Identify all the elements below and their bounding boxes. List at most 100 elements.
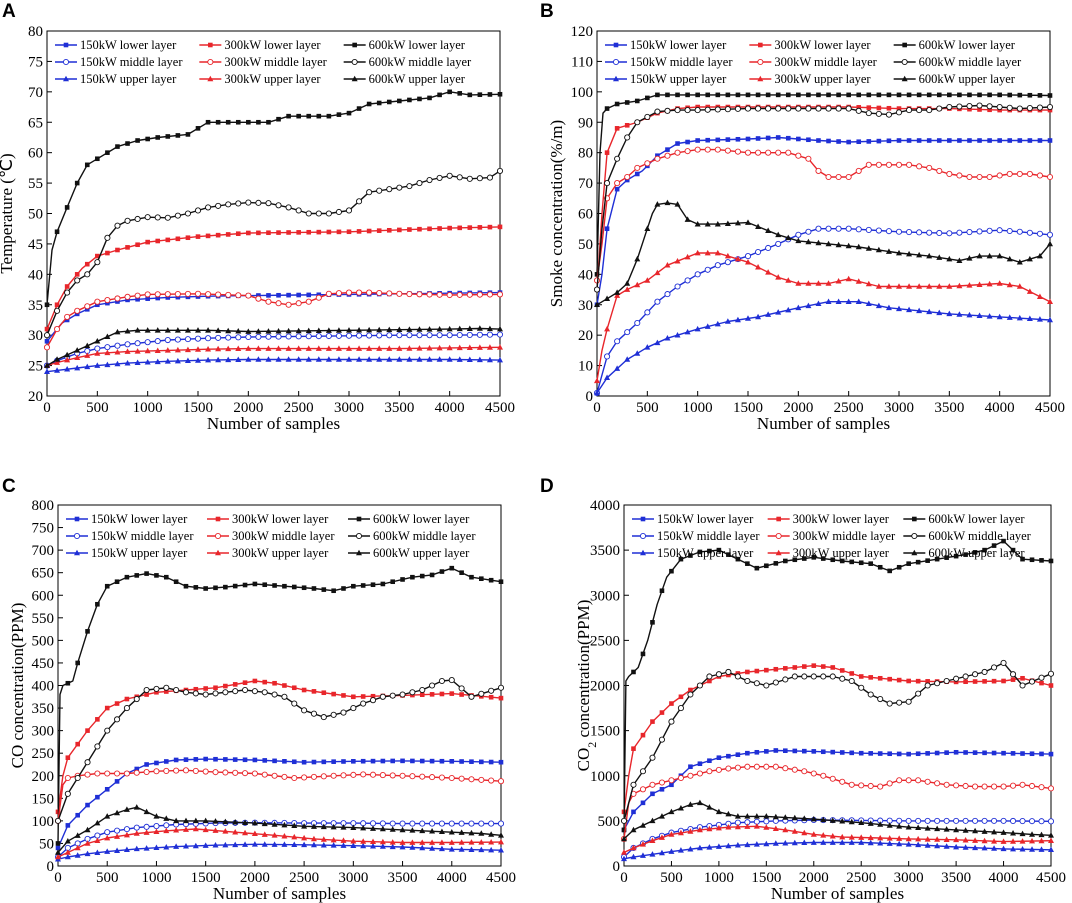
chart-a-series-300kw-middle-layer-point [165, 292, 170, 297]
chart-a-series-300kw-lower-layer-point [196, 234, 201, 239]
chart-c-y-tick-label: 600 [32, 588, 55, 604]
chart-b-series-300kw-upper-layer-point [594, 378, 600, 384]
chart-b-series-600kw-lower-layer-point [967, 93, 972, 98]
chart-b-series-300kw-lower-layer-point [625, 123, 630, 128]
chart-b-series-150kw-middle-layer-point [927, 230, 932, 235]
chart-b-series-600kw-middle-layer-point [755, 106, 760, 111]
chart-c-series-300kw-middle-layer-point [272, 773, 277, 778]
chart-b-series-300kw-middle-layer-point [796, 153, 801, 158]
chart-b-series-150kw-middle-layer-point [947, 231, 952, 236]
chart-b-series-600kw-lower-layer-point [816, 93, 821, 98]
chart-b-series-600kw-middle-layer-point [816, 106, 821, 111]
chart-d-series-300kw-lower-layer-point [641, 733, 646, 738]
chart-b-series-300kw-middle-layer-point [705, 147, 710, 152]
chart-d-series-300kw-lower-layer-point [811, 663, 816, 668]
chart-d-x-axis-title: Number of samples [771, 884, 904, 903]
chart-b-series-300kw-middle-layer-point [615, 180, 620, 185]
chart-c-series-600kw-middle-layer-point [272, 692, 277, 697]
chart-b-series-600kw-middle-layer-point [967, 103, 972, 108]
chart-d-y-tick-label: 4000 [590, 498, 620, 514]
chart-a-legend: 150kW lower layer 300kW lower layer 600kW … [55, 38, 472, 86]
chart-b-series-600kw-middle-layer-point [796, 106, 801, 111]
legend-label: 300kW middle layer [232, 529, 335, 543]
chart-a-series-600kw-lower-layer-point [457, 91, 462, 96]
chart-b-series-150kw-lower-layer-point [726, 137, 731, 142]
chart-b-y-tick-label: 110 [571, 54, 593, 70]
chart-d-series-600kw-middle-layer-point [840, 676, 845, 681]
chart-a-series-300kw-lower-layer-point [327, 230, 332, 235]
chart-d-series-300kw-middle-layer-point [925, 779, 930, 784]
chart-b-series-300kw-middle-layer-point [906, 162, 911, 167]
chart-b-series-150kw-upper-layer [594, 299, 1053, 396]
chart-a-series-300kw-middle-layer-point [276, 301, 281, 306]
chart-a-series-300kw-lower-layer-point [357, 229, 362, 234]
chart-c-series-150kw-lower-layer-point [351, 759, 356, 764]
chart-d-series-600kw-lower-layer-point [887, 569, 892, 574]
legend-label: 300kW upper layer [232, 546, 329, 560]
chart-a-series-300kw-lower-layer [45, 225, 503, 332]
chart-c-series-600kw-lower-layer-point [154, 573, 159, 578]
chart-d-series-300kw-lower-layer-point [745, 670, 750, 675]
chart-a-series-600kw-lower-layer-point [125, 141, 130, 146]
chart-b-series-150kw-middle-layer-point [1037, 231, 1042, 236]
panel-a: A 0 500 1000 1500 2000 2500 3000 3500 4000 450020… [0, 1, 515, 433]
chart-a-y-tick-label: 40 [28, 267, 43, 283]
chart-a-series-300kw-lower-layer-point [125, 245, 130, 250]
chart-a-series-600kw-middle-layer-point [236, 201, 241, 206]
chart-a-series-600kw-lower-layer-point [166, 134, 171, 139]
chart-c-series-150kw-lower-layer-point [469, 759, 474, 764]
chart-b-series-600kw-middle-layer-point [776, 106, 781, 111]
chart-c-series-600kw-lower-layer-point [390, 579, 395, 584]
chart-c-series-300kw-lower-layer-point [341, 693, 346, 698]
chart-d-series-300kw-middle-layer-point [916, 778, 921, 783]
chart-b-series-600kw-lower-layer-point [836, 93, 841, 98]
chart-c-series-150kw-lower-layer-point [164, 759, 169, 764]
chart-c-series-600kw-middle-layer-point [164, 685, 169, 690]
chart-c-series-600kw-lower-layer-point [262, 582, 267, 587]
chart-b-series-150kw-middle-layer-point [836, 226, 841, 231]
chart-b-series-600kw-middle-layer-line [597, 106, 1050, 290]
chart-b-series-150kw-middle-layer-point [896, 229, 901, 234]
chart-a-series-300kw-middle-layer-point [175, 291, 180, 296]
chart-b-series-150kw-lower-layer-point [675, 141, 680, 146]
chart-b-series-150kw-lower-layer-point [1028, 138, 1033, 143]
chart-a-series-300kw-middle-layer-point [266, 299, 271, 304]
chart-d-series-150kw-middle-layer-point [764, 819, 769, 824]
chart-d-series-600kw-middle-layer-point [963, 674, 968, 679]
legend-label: 600kW lower layer [919, 38, 1016, 52]
chart-d-series-600kw-middle-layer-point [925, 683, 930, 688]
chart-b-series-600kw-middle-layer-point [594, 287, 599, 292]
chart-c-series-150kw-lower-layer-point [479, 760, 484, 765]
chart-a-series-600kw-lower-layer-point [367, 102, 372, 107]
chart-b-series-150kw-middle-layer-point [715, 263, 720, 268]
chart-c-series-300kw-middle-layer-point [449, 775, 454, 780]
chart-a-x-tick-label: 0 [43, 400, 51, 416]
chart-c-series-300kw-lower-layer-point [302, 688, 307, 693]
chart-c-y-tick-label: 650 [32, 566, 55, 582]
chart-a-series-150kw-middle-layer-point [175, 337, 180, 342]
chart-b-series-600kw-lower-layer-point [766, 93, 771, 98]
chart-d-series-150kw-lower-layer-point [688, 764, 693, 769]
legend-marker [352, 43, 357, 48]
chart-b-series-150kw-lower-layer-point [695, 138, 700, 143]
chart-a-series-600kw-lower-layer-point [75, 181, 80, 186]
legend-label: 150kW middle layer [630, 55, 733, 69]
chart-a-series-600kw-lower-layer-point [45, 302, 50, 307]
chart-a-x-axis-title: Number of samples [207, 414, 340, 433]
chart-b-series-600kw-lower-layer-point [987, 93, 992, 98]
chart-d-series-150kw-lower-layer-point [745, 751, 750, 756]
chart-a-series-600kw-lower-layer-point [397, 99, 402, 104]
chart-b-series-600kw-lower-layer-point [907, 93, 912, 98]
chart-d-series-150kw-lower-layer-point [1020, 751, 1025, 756]
legend-item: 150kW lower layer [632, 512, 754, 526]
chart-b-series-600kw-lower-layer-point [685, 93, 690, 98]
chart-c-series-150kw-lower-layer-point [213, 757, 218, 762]
chart-b-series-150kw-lower-layer-point [776, 135, 781, 140]
chart-b-x-tick-label: 500 [636, 400, 659, 416]
chart-a-series-150kw-middle-layer-point [105, 345, 110, 350]
chart-c-series-600kw-middle-layer-point [311, 711, 316, 716]
chart-a-x-tick-label: 4500 [485, 400, 515, 416]
chart-c-series-300kw-middle-layer-point [114, 771, 119, 776]
chart-b-x-tick-label: 3500 [934, 400, 964, 416]
chart-b-series-600kw-lower-layer-point [867, 93, 872, 98]
